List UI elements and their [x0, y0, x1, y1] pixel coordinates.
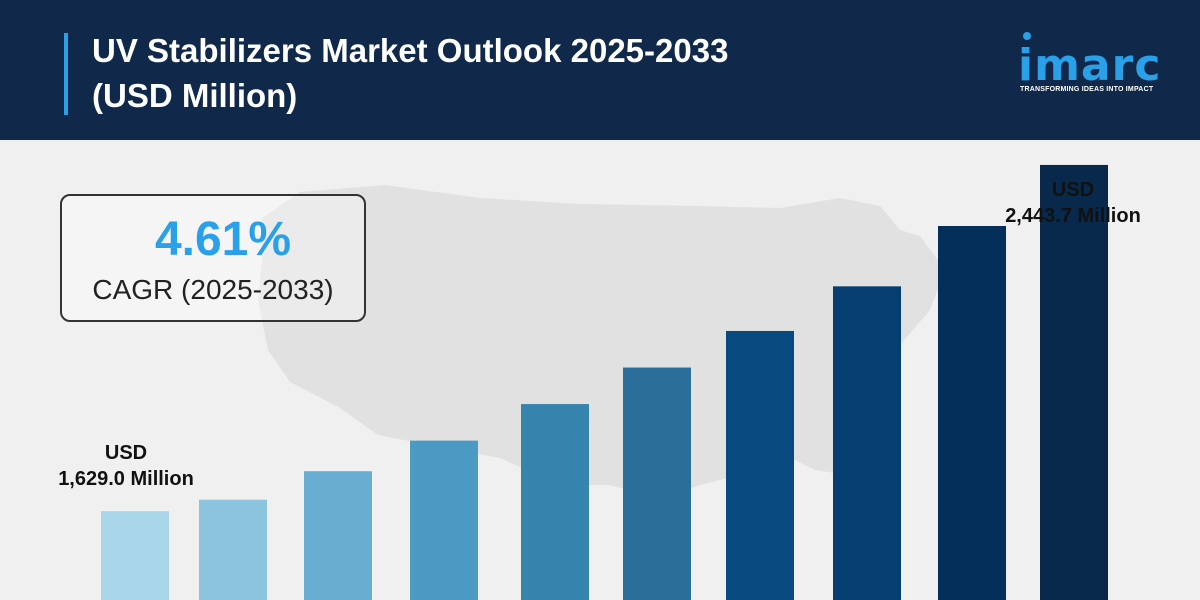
- cagr-box: 4.61% CAGR (2025-2033): [60, 194, 366, 322]
- bar-9: [938, 226, 1006, 600]
- bar-6: [623, 367, 691, 600]
- logo-wordmark: imarc: [1018, 40, 1162, 91]
- title-line-1: UV Stabilizers Market Outlook 2025-2033: [92, 32, 729, 69]
- bar-chart: [101, 164, 1108, 600]
- bar-10: [1040, 164, 1108, 600]
- title-accent-bar: [64, 33, 68, 115]
- bar-1: [101, 511, 169, 600]
- logo-tagline: TRANSFORMING IDEAS INTO IMPACT: [1020, 86, 1154, 93]
- logo-dot-icon: [1023, 32, 1031, 40]
- chart-title: UV Stabilizers Market Outlook 2025-2033 …: [92, 28, 912, 118]
- start-currency: USD: [104, 442, 148, 464]
- bar-2: [199, 499, 267, 600]
- header-banner: UV Stabilizers Market Outlook 2025-2033 …: [0, 0, 1200, 140]
- end-currency: USD: [1051, 179, 1095, 201]
- bar-5: [521, 404, 589, 600]
- end-value: 2,443.7 Million: [1005, 205, 1141, 227]
- bar-4: [410, 440, 478, 600]
- bar-3: [304, 471, 372, 600]
- title-line-2: (USD Million): [92, 77, 298, 114]
- start-value: 1,629.0 Million: [58, 468, 194, 490]
- bar-7: [726, 330, 794, 600]
- bar-8: [833, 286, 901, 600]
- cagr-label: CAGR (2025-2033): [92, 274, 334, 305]
- imarc-logo: imarc TRANSFORMING IDEAS INTO IMPACT: [1018, 30, 1178, 110]
- end-value-annotation: USD 2,443.7 Million: [990, 177, 1156, 229]
- start-value-annotation: USD 1,629.0 Million: [40, 440, 212, 492]
- cagr-value: 4.61%: [154, 213, 292, 266]
